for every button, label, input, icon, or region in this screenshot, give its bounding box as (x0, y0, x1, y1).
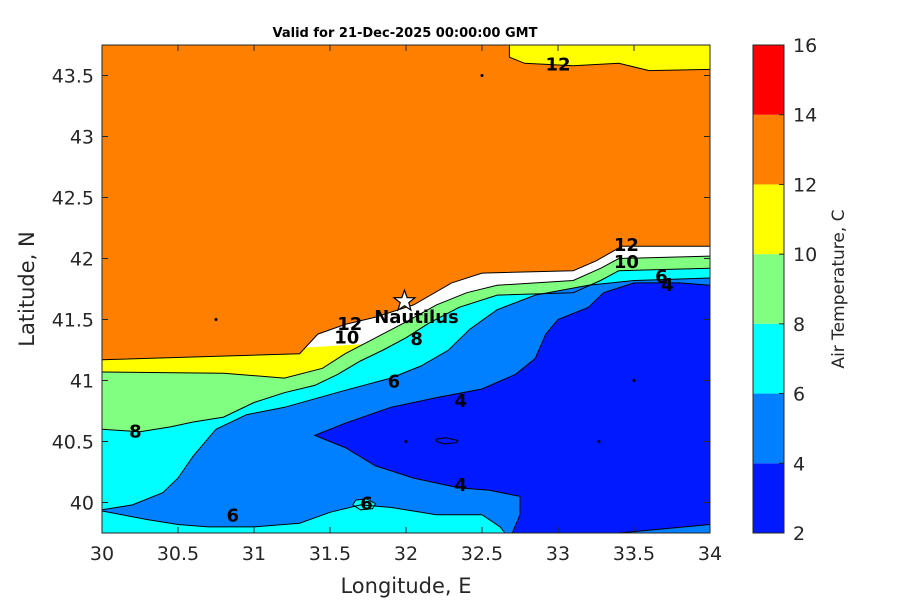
grid-dots (214, 74, 636, 443)
site-marker: Nautilus (374, 288, 459, 328)
colorbar-tick-label-5: 12 (793, 174, 817, 196)
colorbar-ticks: 2 4 6 8 10 12 14 16 (779, 35, 817, 545)
colorbar-tick-label-0: 2 (793, 523, 805, 545)
grid-dot-1 (214, 318, 218, 321)
grid-dot-3 (404, 440, 408, 443)
x-tick-label-8: 34 (698, 543, 722, 565)
contour-label-8: 6 (388, 372, 401, 393)
y-tick-label-0: 40 (70, 493, 94, 515)
colorbar-segments (753, 45, 784, 533)
colorbar-segment-4 (753, 184, 784, 255)
contour-label-11: 6 (360, 494, 373, 515)
colorbar-tick-label-1: 4 (793, 453, 805, 475)
x-axis-label: Longitude, E (340, 574, 471, 598)
contour-label-2: 10 (614, 252, 639, 273)
x-tick-label-1: 30.5 (157, 543, 199, 565)
contour-line-4-6 (313, 282, 710, 533)
y-tick-label-4: 42 (70, 249, 94, 271)
region-10-2 (509, 45, 710, 71)
colorbar-tick-label-2: 6 (793, 384, 805, 406)
y-axis-label: Latitude, N (15, 231, 39, 347)
chart-title: Valid for 21-Dec-2025 00:00:00 GMT (273, 26, 538, 41)
colorbar-label: Air Temperature, C (829, 209, 849, 368)
colorbar-segment-6 (753, 45, 784, 115)
x-tick-label-7: 33.5 (613, 543, 655, 565)
colorbar-tick-label-6: 14 (793, 105, 817, 127)
contour-line-10-2 (102, 255, 710, 379)
contour-line-2-9 (435, 437, 459, 445)
grid-dot-2 (632, 379, 636, 382)
contour-label-3: 6 (655, 267, 668, 288)
grid-dot-0 (480, 74, 484, 77)
contour-line-6-8 (352, 498, 377, 511)
contour-line-12-0 (508, 45, 710, 72)
contour-line-8-3 (102, 267, 710, 433)
contour-regions (102, 45, 710, 533)
contour-label-0: 12 (545, 54, 570, 75)
contour-line-6-5 (102, 277, 710, 511)
x-tick-label-2: 31 (242, 543, 266, 565)
y-tick-label-5: 42.5 (52, 188, 94, 210)
contour-label-13: 4 (454, 475, 467, 496)
colorbar-tick-label-7: 16 (793, 35, 817, 57)
star-icon (392, 288, 417, 312)
colorbar-tick-label-4: 10 (793, 244, 817, 266)
colorbar-segment-3 (753, 254, 784, 324)
contour-label-10: 8 (129, 422, 142, 443)
y-tick-label-6: 43 (70, 127, 94, 149)
y-tick-label-3: 41.5 (52, 310, 94, 332)
site-label: Nautilus (374, 307, 459, 328)
region-2-6 (314, 282, 710, 533)
contour-label-4: 4 (661, 275, 674, 296)
x-axis: 30 30.5 31 31.5 32 32.5 33 33.5 34 (90, 45, 722, 565)
contour-label-5: 12 (337, 314, 362, 335)
x-tick-label-6: 33 (546, 543, 570, 565)
y-tick-label-1: 40.5 (52, 432, 94, 454)
x-tick-label-0: 30 (90, 543, 114, 565)
y-axis: 40 40.5 41 41.5 42 42.5 43 43.5 (52, 66, 710, 515)
colorbar: 2 4 6 8 10 12 14 16 Air Temperature, C (752, 35, 849, 545)
region-12-1 (102, 45, 710, 360)
colorbar-tick-label-3: 8 (793, 314, 805, 336)
x-tick-label-3: 31.5 (309, 543, 351, 565)
region-6-7 (352, 498, 376, 510)
x-tick-label-5: 32.5 (461, 543, 503, 565)
y-tick-label-2: 41 (70, 371, 94, 393)
grid-dot-4 (597, 440, 601, 443)
y-tick-label-7: 43.5 (52, 66, 94, 88)
contour-label-12: 6 (226, 506, 239, 527)
colorbar-segment-5 (753, 114, 784, 185)
colorbar-segment-1 (753, 393, 784, 464)
contour-label-1: 12 (614, 235, 639, 256)
x-tick-label-4: 32 (394, 543, 418, 565)
colorbar-frame (752, 44, 785, 534)
colorbar-segment-2 (753, 323, 784, 394)
contour-line-12-1 (102, 245, 710, 361)
contour-label-6: 10 (334, 328, 359, 349)
colorbar-segment-0 (753, 463, 784, 533)
contour-line-6-4 (102, 504, 506, 533)
contour-label-7: 8 (410, 329, 423, 350)
contour-lines (102, 45, 710, 533)
contour-label-9: 4 (454, 391, 467, 412)
